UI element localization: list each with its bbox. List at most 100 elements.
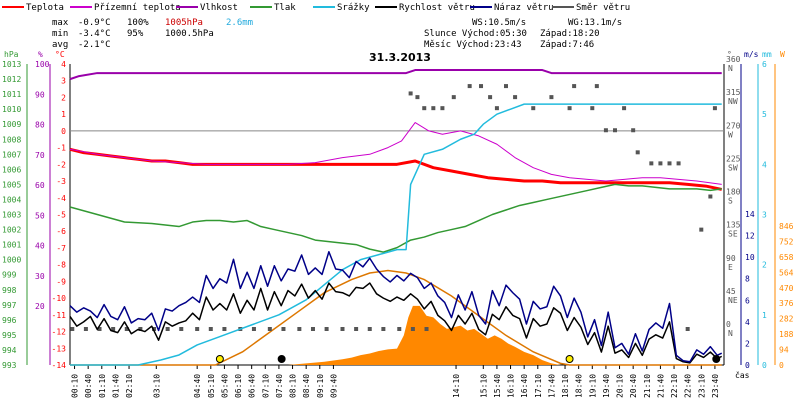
tick-hpa: 993 [2,361,17,370]
legend-label-3: Vlhkost [200,3,238,13]
x-tick-label: 00:40 [84,374,93,398]
x-tick-label: 17:40 [547,374,556,398]
stat-max-temp: -0.9°C [78,18,111,28]
direction-point [422,106,427,111]
direction-point [440,106,445,111]
direction-point [699,227,704,232]
x-tick-label: 06:10 [234,374,243,398]
unit-mm: mm [762,50,772,59]
direction-point [324,327,329,331]
x-tick-label: 00:10 [71,374,80,398]
x-tick-label: 01:40 [111,374,120,398]
tick-ms: 2 [745,339,750,348]
tick-degc: 2 [61,93,66,102]
tick-dir-label: NW [728,97,738,106]
direction-point [488,95,493,100]
tick-degc: -3 [56,177,66,186]
x-tick-label: 15:40 [493,374,502,398]
x-tick-label: 17:10 [534,374,543,398]
direction-point [622,106,627,111]
tick-dir: 0 [726,320,731,329]
stat-avg-label: avg [52,40,68,50]
tick-hpa: 1012 [2,75,21,84]
direction-point [603,128,608,133]
tick-w: 94 [779,346,789,355]
direction-point [138,327,143,331]
tick-degc: -13 [52,344,67,353]
direction-point [594,84,599,89]
direction-point [567,106,572,111]
series-temp [69,147,723,191]
direction-point [381,327,386,331]
tick-hpa: 1000 [2,256,21,265]
tick-mm: 0 [762,361,767,370]
tick-mm: 1 [762,311,767,320]
direction-point [340,327,345,331]
unit-w: W [780,50,785,59]
tick-ms: 14 [745,210,755,219]
direction-point [251,327,256,331]
series-hum [69,69,722,81]
direction-point [222,327,227,331]
direction-point [712,106,717,111]
sunrise-marker [215,355,224,363]
legend-label-5: Srážky [337,3,370,13]
x-tick-label: 22:40 [684,374,693,398]
legend-label-7: Náraz větru [494,3,554,13]
tick-degc: -14 [52,361,67,370]
tick-pct: 100 [35,60,50,69]
series-wind [69,282,723,364]
tick-hpa: 997 [2,301,17,310]
tick-pct: 40 [35,242,45,251]
info-wg: WG:13.1m/s [568,18,622,28]
direction-point [424,327,429,331]
tick-ms: 8 [745,275,750,284]
tick-degc: -5 [56,211,66,220]
info-sun: Slunce Východ:05:30 [424,29,527,39]
direction-point [531,106,536,111]
x-tick-label: 05:10 [207,374,216,398]
unit-time: čas [735,370,750,380]
direction-point [124,327,129,331]
tick-hpa: 1008 [2,135,21,144]
tick-dir: 135 [726,221,741,230]
direction-point [685,327,690,331]
x-tick-label: 23:10 [697,374,706,398]
x-tick-label: 03:10 [152,374,161,398]
x-tick-label: 23:40 [711,374,720,398]
direction-point [708,194,713,199]
direction-point [408,91,413,96]
tick-ms: 10 [745,253,755,262]
tick-ms: 4 [745,318,750,327]
unit-ms: m/s [744,50,759,59]
tick-dir-label: W [728,130,733,139]
tick-pct: 70 [35,151,45,160]
direction-point [195,327,200,331]
x-tick-label: 14:10 [452,374,461,398]
series-rain [70,103,722,366]
x-tick-label: 16:10 [507,374,516,398]
direction-point [165,327,170,331]
x-tick-label: 09:10 [316,374,325,398]
stat-max-press: 1005hPa [165,18,203,28]
plot-area [69,69,723,366]
tick-dir: 270 [726,121,741,130]
x-tick-label: 20:40 [629,374,638,398]
tick-degc: -1 [56,144,66,153]
solar-area [70,305,722,365]
direction-point [208,327,213,331]
tick-hpa: 1010 [2,105,21,114]
tick-w: 0 [779,361,784,370]
tick-dir-label: E [728,263,733,272]
tick-pct: 60 [35,181,45,190]
direction-point [267,327,272,331]
tick-dir: 225 [726,154,741,163]
tick-degc: 1 [61,110,66,119]
tick-degc: -2 [56,160,66,169]
direction-point [310,327,315,331]
tick-hpa: 994 [2,346,17,355]
x-tick-label: 07:40 [275,374,284,398]
direction-point [152,327,157,331]
